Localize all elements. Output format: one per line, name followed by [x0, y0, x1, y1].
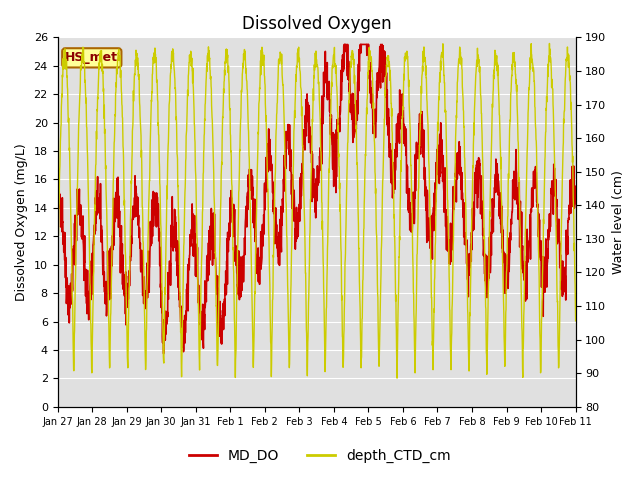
Title: Dissolved Oxygen: Dissolved Oxygen: [242, 15, 392, 33]
Text: HS_met: HS_met: [65, 51, 118, 64]
Y-axis label: Dissolved Oxygen (mg/L): Dissolved Oxygen (mg/L): [15, 143, 28, 301]
Legend: MD_DO, depth_CTD_cm: MD_DO, depth_CTD_cm: [184, 443, 456, 468]
Y-axis label: Water level (cm): Water level (cm): [612, 170, 625, 274]
